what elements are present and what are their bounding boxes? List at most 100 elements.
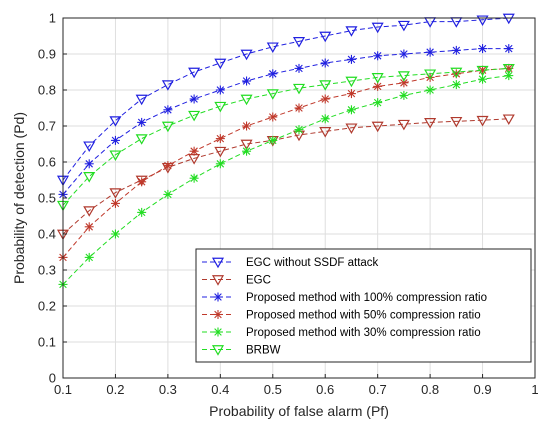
data-point — [163, 189, 173, 199]
data-point — [84, 222, 94, 232]
data-point — [294, 125, 304, 135]
legend-item: EGC without SSDF attack — [202, 257, 379, 269]
data-point — [345, 76, 358, 88]
legend-item: Proposed method with 100% compression ra… — [202, 292, 487, 304]
x-tick-label: 0.6 — [316, 382, 334, 397]
series-3 — [58, 44, 514, 199]
data-point — [476, 115, 489, 127]
y-tick-label: 1 — [49, 11, 56, 26]
y-tick-label: 0.9 — [38, 47, 56, 62]
data-point — [320, 58, 330, 68]
data-point — [161, 80, 174, 91]
data-point — [451, 80, 461, 90]
y-axis-label: Probability of detection (Pd) — [11, 112, 27, 284]
data-point — [163, 105, 173, 115]
data-point — [240, 139, 253, 151]
x-tick-label: 0.5 — [264, 382, 282, 397]
data-point — [346, 54, 356, 64]
data-point — [397, 119, 410, 131]
legend-marker — [213, 292, 223, 302]
legend-label: Proposed method with 30% compression rat… — [246, 327, 481, 339]
legend-label: Proposed method with 50% compression rat… — [246, 310, 481, 322]
data-point — [319, 127, 332, 138]
data-point — [214, 101, 227, 113]
data-point — [268, 69, 278, 79]
data-point — [135, 94, 148, 106]
y-tick-label: 0.4 — [38, 227, 56, 242]
data-point — [345, 26, 358, 37]
data-point — [109, 150, 122, 162]
data-point — [268, 135, 278, 145]
x-tick-label: 0.2 — [106, 382, 124, 397]
data-point — [371, 121, 384, 133]
y-tick-label: 0.5 — [38, 191, 56, 206]
data-point — [424, 69, 437, 81]
data-point — [189, 146, 199, 156]
y-tick-label: 0.1 — [38, 335, 56, 350]
y-tick-label: 0.8 — [38, 83, 56, 98]
series-line — [62, 75, 509, 285]
y-tick-label: 0 — [49, 371, 56, 386]
data-point — [188, 67, 201, 79]
y-tick-label: 0.2 — [38, 299, 56, 314]
data-point — [373, 51, 383, 61]
data-point — [268, 112, 278, 122]
series-5 — [58, 71, 514, 289]
data-point — [319, 80, 332, 91]
x-tick-label: 0.8 — [421, 382, 439, 397]
x-tick-label: 0.1 — [54, 382, 72, 397]
legend-marker — [211, 345, 225, 356]
data-point — [109, 116, 122, 127]
data-point — [83, 172, 96, 183]
data-point — [478, 44, 488, 54]
x-tick-label: 0.3 — [159, 382, 177, 397]
data-point — [425, 85, 435, 95]
data-point — [504, 44, 514, 54]
x-tick-label: 1 — [531, 382, 538, 397]
data-point — [240, 49, 253, 61]
x-tick-label: 0.9 — [474, 382, 492, 397]
data-point — [476, 65, 489, 77]
data-point — [215, 159, 225, 169]
data-point — [161, 121, 174, 133]
data-point — [84, 252, 94, 262]
data-point — [373, 98, 383, 108]
data-point — [346, 89, 356, 99]
data-point — [83, 206, 96, 217]
data-point — [399, 49, 409, 59]
legend-label: BRBW — [246, 345, 281, 357]
legend-item: Proposed method with 30% compression rat… — [202, 327, 481, 339]
data-point — [450, 67, 463, 79]
data-point — [266, 42, 279, 54]
data-point — [242, 121, 252, 131]
legend-item: EGC — [202, 275, 271, 287]
data-point — [137, 117, 147, 127]
series-1 — [56, 13, 515, 187]
data-point — [346, 105, 356, 115]
legend-item: Proposed method with 50% compression rat… — [202, 310, 481, 322]
legend-label: Proposed method with 100% compression ra… — [246, 292, 487, 304]
data-point — [320, 94, 330, 104]
data-point — [163, 161, 173, 171]
legend-marker — [213, 310, 223, 319]
data-point — [345, 123, 358, 135]
series-line — [62, 17, 509, 181]
data-point — [189, 173, 199, 183]
y-tick-label: 0.3 — [38, 263, 56, 278]
data-point — [451, 45, 461, 55]
y-tick-label: 0.6 — [38, 155, 56, 170]
data-point — [502, 64, 515, 75]
data-point — [84, 159, 94, 169]
data-point — [292, 83, 306, 95]
data-point — [110, 135, 120, 145]
data-point — [371, 73, 384, 84]
data-point — [266, 89, 279, 100]
data-point — [371, 22, 384, 34]
data-point — [397, 20, 410, 32]
data-point — [109, 188, 122, 199]
data-point — [240, 94, 253, 106]
data-point — [83, 141, 96, 153]
data-point — [189, 94, 199, 104]
